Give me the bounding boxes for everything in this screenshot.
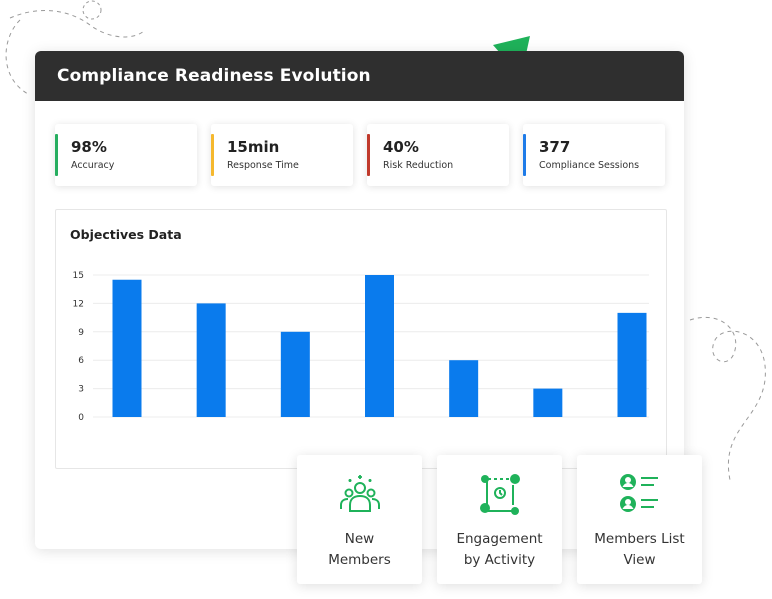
- kpi-value: 15min: [227, 138, 280, 156]
- kpi-card-response-time: 15min Response Time: [211, 124, 353, 186]
- action-label: Engagement by Activity: [456, 531, 543, 568]
- kpi-label: Compliance Sessions: [539, 160, 640, 171]
- kpi-accent-bar: [211, 134, 214, 176]
- kpi-accent-bar: [367, 134, 370, 176]
- engagement-flow-icon: [437, 473, 562, 517]
- chart-bar: [196, 303, 226, 417]
- engagement-by-activity-button[interactable]: Engagement by Activity: [437, 455, 562, 584]
- kpi-label: Risk Reduction: [383, 160, 454, 171]
- chart-bar: [365, 275, 394, 417]
- y-tick-label: 15: [73, 271, 84, 281]
- action-label: Members List View: [594, 531, 685, 568]
- y-tick-label: 9: [78, 328, 84, 338]
- members-list-icon: [577, 473, 702, 517]
- objectives-chart-panel: Objectives Data 0 3 6 9 12 15: [55, 209, 667, 469]
- kpi-card-risk-reduction: 40% Risk Reduction: [367, 124, 509, 186]
- y-tick-label: 12: [73, 299, 84, 309]
- objectives-bar-chart: 0 3 6 9 12 15: [73, 271, 649, 423]
- kpi-card-compliance-sessions: 377 Compliance Sessions: [523, 124, 665, 186]
- y-tick-label: 6: [78, 356, 84, 366]
- chart-bar: [112, 279, 142, 417]
- chart-title: Objectives Data: [70, 227, 182, 242]
- kpi-value: 98%: [71, 138, 107, 156]
- y-tick-label: 3: [78, 385, 84, 395]
- kpi-accent-bar: [523, 134, 526, 176]
- card-header: Compliance Readiness Evolution: [35, 51, 684, 101]
- kpi-card-accuracy: 98% Accuracy: [55, 124, 197, 186]
- kpi-label: Accuracy: [71, 160, 115, 171]
- page-title: Compliance Readiness Evolution: [57, 66, 371, 86]
- chart-bar: [280, 331, 310, 417]
- kpi-label: Response Time: [227, 160, 299, 171]
- members-list-view-button[interactable]: Members List View: [577, 455, 702, 584]
- kpi-value: 40%: [383, 138, 419, 156]
- action-label: New Members: [328, 531, 391, 568]
- chart-bar: [533, 388, 563, 417]
- members-group-icon: [297, 473, 422, 517]
- new-members-button[interactable]: New Members: [297, 455, 422, 584]
- kpi-accent-bar: [55, 134, 58, 176]
- kpi-value: 377: [539, 138, 571, 156]
- chart-bar: [449, 360, 479, 417]
- y-tick-label: 0: [78, 413, 84, 423]
- chart-bar: [617, 312, 647, 417]
